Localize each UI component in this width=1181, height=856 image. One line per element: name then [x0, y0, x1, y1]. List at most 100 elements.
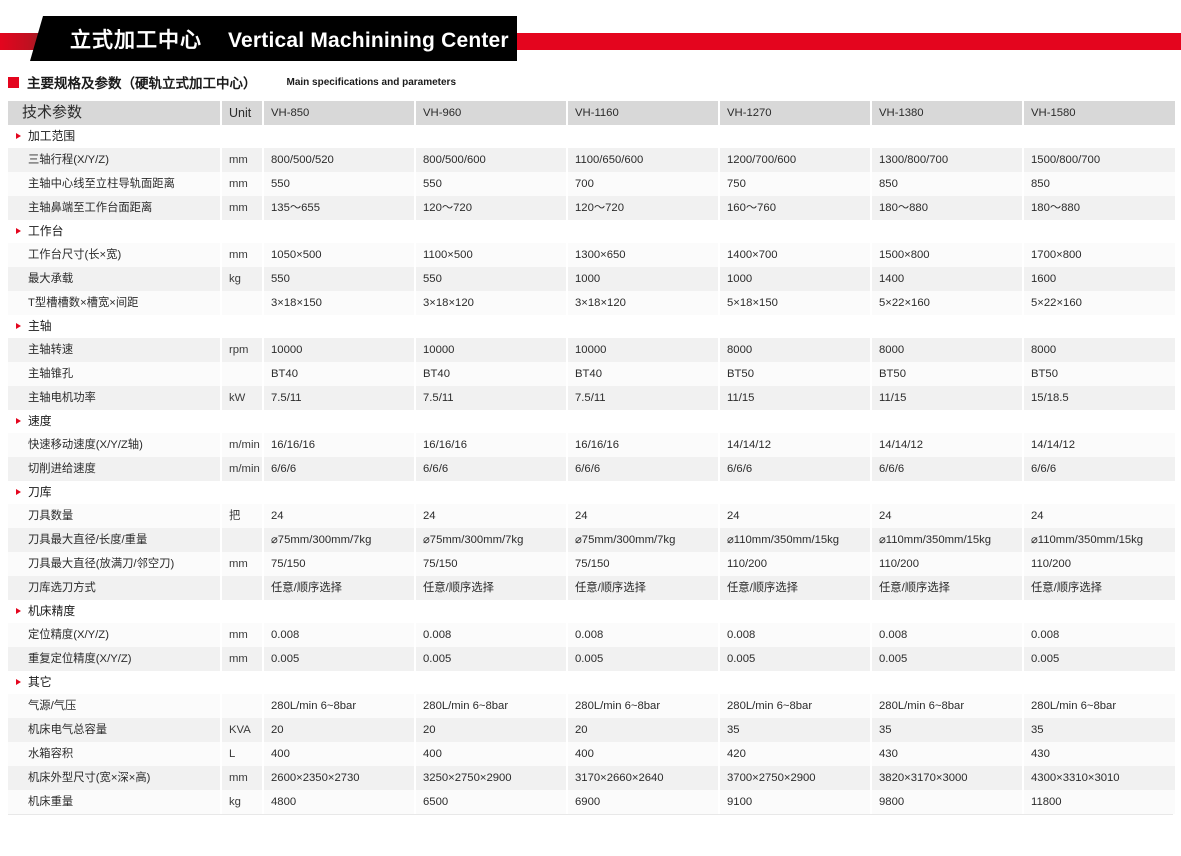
value-cell-VH-960: ⌀75mm/300mm/7kg — [415, 528, 568, 552]
red-square-marker-icon — [8, 76, 19, 88]
value-cell-VH-960: 16/16/16 — [415, 433, 568, 457]
value-cell-VH-1270: 8000 — [719, 338, 872, 362]
value-cell-VH-960: 75/150 — [415, 552, 568, 576]
parameter-unit-cell: L — [221, 742, 264, 766]
parameter-name-cell: 气源/气压 — [8, 694, 222, 718]
value-cell-VH-960: 550 — [415, 267, 568, 291]
table-row: 机床外型尺寸(宽×深×高) mm 2600×2350×2730 3250×2750×2… — [8, 766, 1175, 790]
value-cell-VH-1270: 750 — [719, 172, 872, 196]
value-cell-VH-1380: 任意/顺序选择 — [871, 576, 1024, 600]
parameter-name-cell: 切削进给速度 — [8, 457, 222, 481]
value-cell-VH-1380: 0.008 — [871, 623, 1024, 647]
parameter-unit-cell: mm — [221, 196, 264, 220]
column-header-parameter: 技术参数 — [8, 101, 222, 125]
value-cell-VH-1380: ⌀110mm/350mm/15kg — [871, 528, 1024, 552]
section-header-row: 加工范围 — [8, 125, 1175, 148]
value-cell-VH-850: 7.5/11 — [263, 386, 416, 410]
value-cell-VH-1160: 120～720 — [567, 196, 720, 220]
parameter-name-cell: 主轴电机功率 — [8, 386, 222, 410]
value-cell-VH-850: 任意/顺序选择 — [263, 576, 416, 600]
value-cell-VH-850: 3×18×150 — [263, 291, 416, 315]
value-cell-VH-1380: 0.005 — [871, 647, 1024, 671]
section-title-label: 工作台 — [28, 224, 64, 238]
value-cell-VH-1270: 9100 — [719, 790, 872, 814]
value-cell-VH-850: 6/6/6 — [263, 457, 416, 481]
banner-title-plate: 立式加工中心 Vertical Machinining Center — [30, 16, 517, 61]
parameter-name-cell: 刀具最大直径(放满刀/邻空刀) — [8, 552, 222, 576]
value-cell-VH-850: 20 — [263, 718, 416, 742]
value-cell-VH-1160: 3×18×120 — [567, 291, 720, 315]
value-cell-VH-850: 0.005 — [263, 647, 416, 671]
banner-title-cn: 立式加工中心 — [70, 28, 202, 52]
value-cell-VH-960: 3250×2750×2900 — [415, 766, 568, 790]
value-cell-VH-1160: 1100/650/600 — [567, 148, 720, 172]
value-cell-VH-960: 6/6/6 — [415, 457, 568, 481]
section-title: 机床精度 — [8, 600, 1175, 623]
section-title: 刀库 — [8, 481, 1175, 504]
table-row: 刀具数量把 24 24 24 24 24 24 — [8, 504, 1175, 528]
value-cell-VH-1580: 5×22×160 — [1023, 291, 1175, 315]
parameter-unit-cell: rpm — [221, 338, 264, 362]
table-row: 主轴锥孔 BT40 BT40 BT40 BT50 BT50 BT50 — [8, 362, 1175, 386]
value-cell-VH-1270: 3700×2750×2900 — [719, 766, 872, 790]
value-cell-VH-850: 75/150 — [263, 552, 416, 576]
parameter-name-cell: 水箱容积 — [8, 742, 222, 766]
value-cell-VH-1160: 6900 — [567, 790, 720, 814]
table-row: 工作台尺寸(长×宽) mm 1050×500 1100×500 1300×650 1400… — [8, 243, 1175, 267]
column-header-unit: Unit — [221, 101, 264, 125]
value-cell-VH-1270: 6/6/6 — [719, 457, 872, 481]
table-row: 水箱容积 L 400 400 400 420 430 430 — [8, 742, 1175, 766]
value-cell-VH-1380: 1500×800 — [871, 243, 1024, 267]
parameter-unit-cell: mm — [221, 766, 264, 790]
parameter-name-cell: 刀具最大直径/长度/重量 — [8, 528, 222, 552]
value-cell-VH-1160: 16/16/16 — [567, 433, 720, 457]
parameter-unit-cell: kg — [221, 790, 264, 814]
value-cell-VH-1380: 5×22×160 — [871, 291, 1024, 315]
value-cell-VH-1160: 20 — [567, 718, 720, 742]
value-cell-VH-1270: 35 — [719, 718, 872, 742]
red-triangle-marker-icon — [16, 323, 21, 329]
section-header-row: 速度 — [8, 410, 1175, 433]
value-cell-VH-850: 4800 — [263, 790, 416, 814]
value-cell-VH-850: 2600×2350×2730 — [263, 766, 416, 790]
value-cell-VH-850: 10000 — [263, 338, 416, 362]
value-cell-VH-1380: 1300/800/700 — [871, 148, 1024, 172]
value-cell-VH-1270: 14/14/12 — [719, 433, 872, 457]
table-row: 机床重量 kg 4800 6500 6900 9100 9800 11800 — [8, 790, 1175, 814]
value-cell-VH-1160: 10000 — [567, 338, 720, 362]
value-cell-VH-1270: 1400×700 — [719, 243, 872, 267]
value-cell-VH-1580: 4300×3310×3010 — [1023, 766, 1175, 790]
value-cell-VH-1270: 0.005 — [719, 647, 872, 671]
value-cell-VH-1160: 0.008 — [567, 623, 720, 647]
value-cell-VH-1580: 280L/min 6~8bar — [1023, 694, 1175, 718]
value-cell-VH-1160: 6/6/6 — [567, 457, 720, 481]
value-cell-VH-850: 135～655 — [263, 196, 416, 220]
parameter-name-cell: 工作台尺寸(长×宽) — [8, 243, 222, 267]
value-cell-VH-850: 1050×500 — [263, 243, 416, 267]
section-title: 其它 — [8, 671, 1175, 694]
value-cell-VH-960: 10000 — [415, 338, 568, 362]
value-cell-VH-1380: 280L/min 6~8bar — [871, 694, 1024, 718]
value-cell-VH-1380: 9800 — [871, 790, 1024, 814]
parameter-name-cell: 重复定位精度(X/Y/Z) — [8, 647, 222, 671]
value-cell-VH-1580: 14/14/12 — [1023, 433, 1175, 457]
value-cell-VH-1580: 850 — [1023, 172, 1175, 196]
value-cell-VH-1270: 5×18×150 — [719, 291, 872, 315]
value-cell-VH-960: 任意/顺序选择 — [415, 576, 568, 600]
value-cell-VH-1580: 1700×800 — [1023, 243, 1175, 267]
section-header-row: 其它 — [8, 671, 1175, 694]
value-cell-VH-1380: 11/15 — [871, 386, 1024, 410]
column-header-model-VH-960: VH-960 — [415, 101, 568, 125]
value-cell-VH-960: 1100×500 — [415, 243, 568, 267]
parameter-name-cell: 主轴中心线至立柱导轨面距离 — [8, 172, 222, 196]
parameter-unit-cell — [221, 528, 264, 552]
value-cell-VH-1580: 24 — [1023, 504, 1175, 528]
value-cell-VH-1380: 1400 — [871, 267, 1024, 291]
parameter-name-cell: 刀库选刀方式 — [8, 576, 222, 600]
parameter-name-cell: 主轴鼻端至工作台面距离 — [8, 196, 222, 220]
parameter-unit-cell: m/min — [221, 457, 264, 481]
red-triangle-marker-icon — [16, 489, 21, 495]
value-cell-VH-850: 24 — [263, 504, 416, 528]
value-cell-VH-1580: 1500/800/700 — [1023, 148, 1175, 172]
value-cell-VH-1270: 420 — [719, 742, 872, 766]
